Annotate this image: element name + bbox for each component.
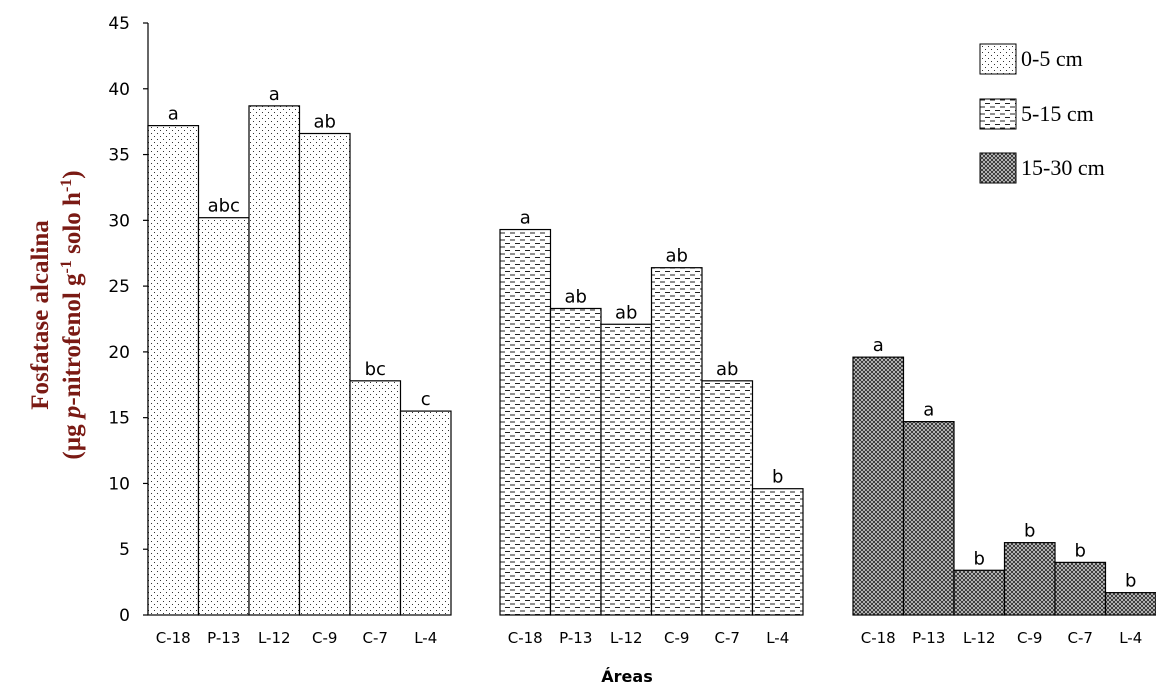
y-title-part-2: -nitrofenol g	[59, 273, 86, 406]
bar-significance-label: b	[772, 467, 783, 488]
legend-swatch	[979, 152, 1017, 184]
bar-significance-label: ab	[615, 302, 637, 323]
y-title-line1: Fosfatase alcalina	[27, 220, 54, 410]
y-title-part-0: (µg	[59, 418, 86, 459]
bar	[197, 217, 250, 616]
bar	[147, 125, 200, 616]
bar	[549, 307, 602, 616]
y-tick-label: 20	[108, 343, 130, 363]
y-title: Fosfatase alcalina (µg p-nitrofenol g-1 …	[27, 170, 86, 459]
bar-significance-label: b	[1075, 540, 1086, 561]
x-category-label: C-9	[664, 629, 689, 647]
bar-significance-label: ab	[666, 246, 688, 267]
x-category-label: L-4	[766, 629, 789, 647]
x-category-label: C-18	[156, 629, 191, 647]
y-tick-label: 5	[119, 540, 130, 560]
bar-significance-label: a	[168, 104, 179, 125]
x-category-label: P-13	[559, 629, 592, 647]
bar	[650, 267, 703, 616]
legend-item: 5-15 cm	[979, 98, 1094, 130]
x-category-label: C-7	[1068, 629, 1093, 647]
bar-significance-label: ab	[716, 359, 738, 380]
bar	[751, 488, 804, 616]
bar-significance-label: c	[421, 389, 431, 410]
legend-swatch	[979, 98, 1017, 130]
bar-significance-label: ab	[565, 286, 587, 307]
x-category-label: C-18	[508, 629, 543, 647]
x-category-label: C-9	[1017, 629, 1042, 647]
legend-label: 15-30 cm	[1021, 155, 1105, 180]
x-title: Áreas	[601, 667, 652, 686]
bar	[701, 380, 754, 616]
y-tick-label: 15	[108, 409, 130, 429]
y-title-part-5: -1	[58, 179, 75, 192]
bar	[499, 228, 552, 616]
x-category-label: P-13	[912, 629, 945, 647]
y-tick-label: 40	[108, 80, 130, 100]
bar-significance-label: ab	[314, 112, 336, 133]
bar-significance-label: bc	[365, 359, 386, 380]
x-category-label: L-12	[610, 629, 643, 647]
bar	[902, 421, 955, 616]
x-category-label: L-12	[258, 629, 291, 647]
x-category-label: L-4	[414, 629, 437, 647]
legend-item: 15-30 cm	[979, 152, 1105, 184]
y-tick-label: 35	[108, 146, 130, 166]
y-tick-label: 45	[108, 14, 130, 34]
bar-group-2: a ab ab ab ab b	[499, 208, 804, 616]
x-category-label: C-7	[715, 629, 740, 647]
y-title-part-1: p	[59, 406, 86, 421]
legend-label: 5-15 cm	[1021, 101, 1094, 126]
bar-significance-label: b	[974, 548, 985, 569]
bar	[248, 105, 301, 616]
bar	[1104, 592, 1156, 616]
bar-significance-label: b	[1125, 571, 1136, 592]
x-category-label: C-7	[363, 629, 388, 647]
x-category-label: C-9	[312, 629, 337, 647]
bar	[1054, 561, 1107, 616]
bar-significance-label: b	[1024, 521, 1035, 542]
x-category-label: L-12	[963, 629, 996, 647]
legend-item: 0-5 cm	[979, 43, 1083, 75]
y-title-part-4: solo h	[59, 192, 86, 260]
bar	[953, 569, 1006, 616]
y-axis: 0 5 10 15 20 25 30 35 40 45	[108, 14, 149, 626]
legend-swatch	[979, 43, 1017, 75]
y-title-line2: (µg p-nitrofenol g-1 solo h-1)	[58, 170, 86, 459]
bar	[298, 132, 351, 616]
bar-group-3: a a b b b b	[852, 335, 1156, 616]
x-axis-labels: C-18 P-13 L-12 C-9 C-7 L-4 C-18 P-13 L-12 C-9 C-7 L…	[156, 629, 1143, 647]
x-category-label: C-18	[861, 629, 896, 647]
bar	[1003, 542, 1056, 616]
bar-significance-label: a	[520, 208, 531, 229]
legend-label: 0-5 cm	[1021, 46, 1083, 71]
bar	[600, 323, 653, 616]
x-category-label: L-4	[1119, 629, 1142, 647]
bar-significance-label: a	[269, 84, 280, 105]
x-category-label: P-13	[207, 629, 240, 647]
bar-significance-label: a	[923, 400, 934, 421]
bar	[399, 410, 452, 616]
bar-group-1: a abc a ab bc c	[147, 84, 452, 616]
y-title-part-6: )	[59, 170, 86, 178]
bar-significance-label: abc	[208, 196, 240, 217]
y-tick-label: 30	[108, 211, 130, 231]
bar-significance-label: a	[873, 335, 884, 356]
bar	[349, 380, 402, 616]
y-title-part-3: -1	[58, 260, 75, 273]
bar	[852, 356, 905, 616]
y-tick-label: 0	[119, 606, 130, 626]
y-tick-label: 25	[108, 277, 130, 297]
y-tick-label: 10	[108, 474, 130, 494]
legend: 0-5 cm 5-15 cm 15-30 cm	[979, 43, 1105, 184]
